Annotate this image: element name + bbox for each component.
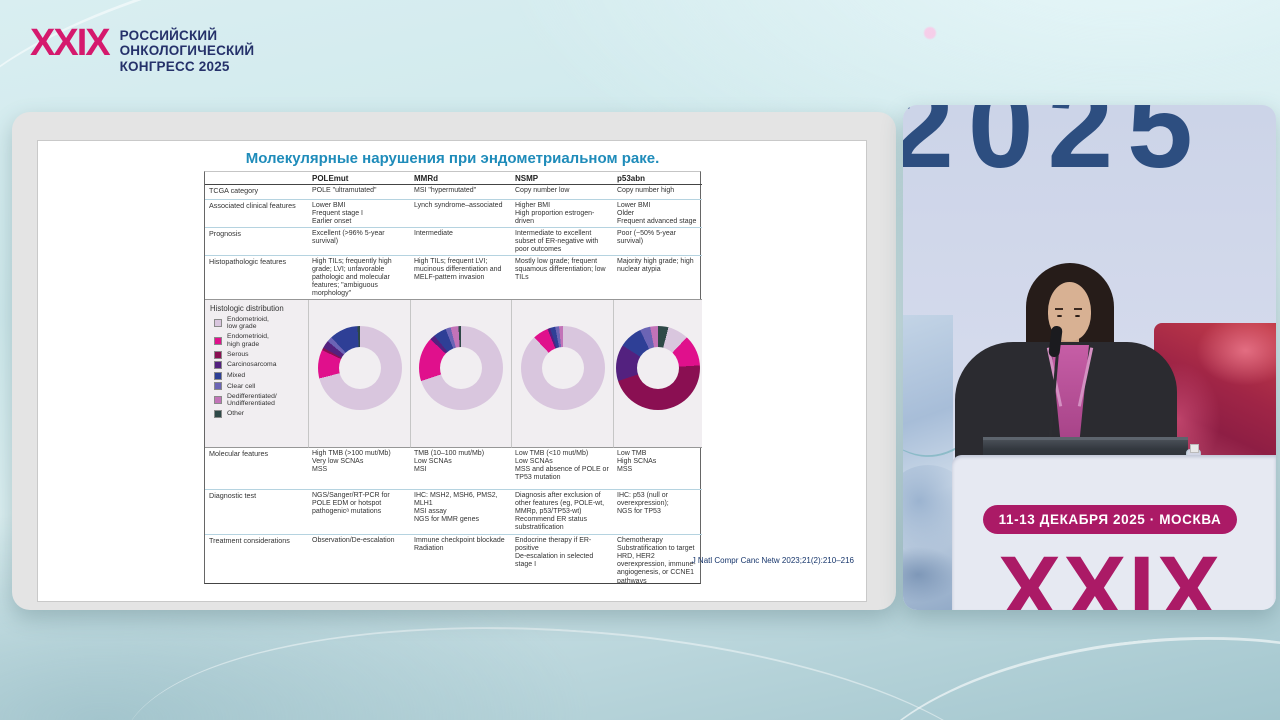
legend-item-label: Endometrioid, low grade	[227, 316, 269, 331]
table-cell: Majority high grade; high nuclear atypia	[613, 256, 702, 300]
legend-item-label: Clear cell	[227, 382, 256, 390]
histologic-distribution-label: Histologic distribution	[210, 304, 284, 313]
column-header: NSMP	[511, 172, 613, 185]
table-cell: IHC: p53 (null or overexpression); NGS f…	[613, 490, 702, 535]
presentation-slide: Молекулярные нарушения при эндометриальн…	[37, 140, 867, 602]
table-cell: Mostly low grade; frequent squamous diff…	[511, 256, 613, 300]
congress-title-line: КОНГРЕСС 2025	[119, 58, 230, 74]
table-cell: Copy number high	[613, 185, 702, 200]
table-cell: Intermediate	[410, 228, 511, 256]
table-cell: Observation/De-escalation	[312, 537, 395, 544]
legend-swatch	[214, 336, 222, 345]
table-cell: IHC: MSH2, MSH6, PMS2, MLH1 MSI assay NG…	[410, 490, 511, 535]
podium-numeral: XXIX	[997, 537, 1223, 611]
donut-cell-p53abn	[613, 300, 702, 448]
legend-item-label: Mixed	[227, 372, 246, 380]
table-cell: Lower BMI Older Frequent advanced stage	[613, 200, 702, 228]
table-cell: Endocrine therapy if ER-positive De-esca…	[515, 537, 594, 569]
congress-title-line: РОССИЙСКИЙ	[119, 28, 218, 43]
speaker-eyebrow	[1074, 308, 1082, 310]
legend-item-label: Serous	[227, 350, 249, 358]
congress-title: РОССИЙСКИЙ ОНКОЛОГИЧЕСКИЙ КОНГРЕСС 2025	[120, 28, 255, 74]
congress-logo: XXIX РОССИЙСКИЙ ОНКОЛОГИЧЕСКИЙ КОНГРЕСС …	[30, 22, 255, 74]
speaker-eye	[1057, 315, 1062, 318]
legend-swatch	[214, 396, 222, 405]
legend-swatch	[214, 371, 222, 380]
legend-item-label: Other	[227, 410, 244, 418]
table-cell: Lynch syndrome–associated	[410, 200, 511, 228]
table-cell: Diagnosis after exclusion of other featu…	[511, 490, 613, 535]
legend-list: Endometrioid, low grade Endometrioid, hig…	[205, 316, 308, 419]
legend-item: Endometrioid, high grade	[214, 333, 308, 348]
column-header-empty	[205, 172, 308, 185]
congress-title-line: ОНКОЛОГИЧЕСКИЙ	[119, 43, 255, 59]
legend-item: Other	[214, 410, 308, 419]
donut-chart-MMRd	[419, 326, 503, 410]
background-streak	[838, 609, 1280, 720]
table-cell: Immune checkpoint blockade Radiation	[414, 537, 505, 553]
speaker-video-feed: 2025 11-13 ДЕКАБРЯ 2025 · МОСКВА XXIX	[903, 105, 1276, 610]
podium: 11-13 ДЕКАБРЯ 2025 · МОСКВА XXIX	[952, 455, 1276, 610]
donut-chart-p53abn	[616, 326, 700, 410]
speaker-eye	[1075, 315, 1080, 318]
table-cell: TMB (10–100 mut/Mb) Low SCNAs MSI	[410, 448, 511, 490]
table-row-label: Treatment considerations	[209, 536, 290, 545]
legend-item: Clear cell	[214, 382, 308, 391]
table-cell: Low TMB High SCNAs MSS	[613, 448, 702, 490]
speaker-face	[1048, 282, 1091, 341]
legend-item: Serous	[214, 350, 308, 359]
podium-date-badge: 11-13 ДЕКАБРЯ 2025 · МОСКВА	[983, 505, 1237, 534]
donut-cell-NSMP	[511, 300, 613, 448]
table-row-label: TCGA category	[205, 185, 308, 200]
table-row-label: Diagnostic test	[205, 490, 308, 535]
histologic-distribution-legend: Histologic distribution Endometrioid, low…	[205, 300, 308, 448]
table-cell: High TILs; frequently high grade; LVI; u…	[308, 256, 410, 300]
legend-item: Dedifferentiated/ Undifferentiated	[214, 393, 308, 408]
legend-item-label: Endometrioid, high grade	[227, 333, 269, 348]
slide-card: Молекулярные нарушения при эндометриальн…	[12, 112, 896, 610]
backdrop-year-text: 2025	[903, 105, 1207, 193]
legend-swatch	[214, 350, 222, 359]
legend-item: Carcinosarcoma	[214, 361, 308, 370]
donut-cell-MMRd	[410, 300, 511, 448]
donut-cell-POLEmut	[308, 300, 410, 448]
speaker-eyebrow	[1055, 308, 1063, 310]
legend-item-label: Dedifferentiated/ Undifferentiated	[227, 392, 277, 408]
legend-swatch	[214, 382, 222, 391]
legend-swatch	[214, 319, 222, 328]
background-streak	[110, 598, 1030, 720]
slide-title: Молекулярные нарушения при эндометриальн…	[245, 150, 660, 167]
legend-swatch	[214, 410, 222, 419]
column-header: p53abn	[613, 172, 702, 185]
table-cell: Lower BMI Frequent stage I Earlier onset	[308, 200, 410, 228]
backdrop-side-graphic	[903, 315, 973, 610]
table-cell: Poor (~50% 5-year survival)	[613, 228, 702, 256]
citation: J Natl Compr Canc Netw 2023;21(2):210–21…	[691, 556, 854, 565]
table-row-label: Prognosis	[205, 228, 308, 256]
table-cell: MSI "hypermutated"	[410, 185, 511, 200]
table-cell: Low TMB (<10 mut/Mb) Low SCNAs MSS and a…	[511, 448, 613, 490]
legend-item-label: Carcinosarcoma	[227, 361, 277, 369]
congress-numeral: XXIX	[30, 22, 111, 64]
table-cell: Higher BMI High proportion estrogen-driv…	[511, 200, 613, 228]
table-cell: High TMB (>100 mut/Mb) Very low SCNAs MS…	[308, 448, 410, 490]
column-header: POLEmut	[308, 172, 410, 185]
table-cell: Intermediate to excellent subset of ER-n…	[511, 228, 613, 256]
table-cell: Copy number low	[511, 185, 613, 200]
table-row-label: Molecular features	[205, 448, 308, 490]
table-cell: POLE "ultramutated"	[308, 185, 410, 200]
table-cell: High TILs; frequent LVI; mucinous differ…	[410, 256, 511, 300]
legend-item: Mixed	[214, 371, 308, 380]
legend-item: Endometrioid, low grade	[214, 316, 308, 331]
donut-chart-POLEmut	[317, 326, 402, 410]
table-row-label: Associated clinical features	[205, 200, 308, 228]
legend-swatch	[214, 361, 222, 370]
donut-chart-NSMP	[520, 326, 605, 410]
table-cell: Chemotherapy Substratification to target…	[617, 537, 696, 583]
molecular-classification-table: POLEmut MMRd NSMP p53abn TCGA category POLE "…	[204, 171, 702, 584]
table-row-label: Histopathologic features	[205, 256, 308, 300]
table-cell: Excellent (>96% 5-year survival)	[308, 228, 410, 256]
table-cell: NGS/Sanger/RT-PCR for POLE EDM or hotspo…	[308, 490, 410, 535]
column-header: MMRd	[410, 172, 511, 185]
